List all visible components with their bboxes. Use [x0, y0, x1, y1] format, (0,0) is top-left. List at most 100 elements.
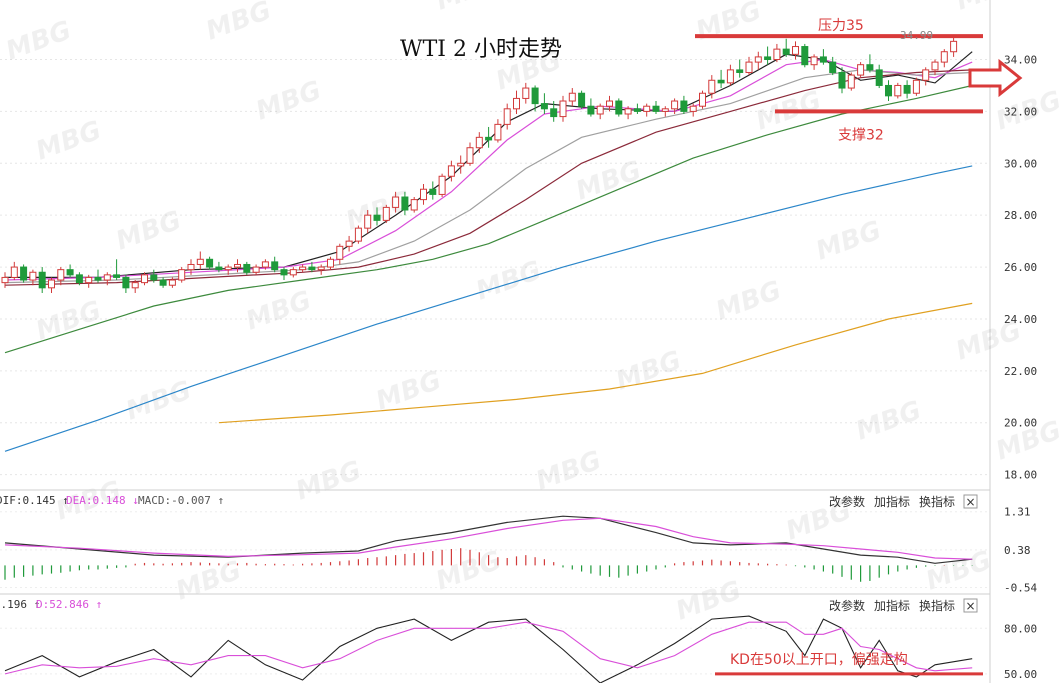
candle-body — [708, 79, 716, 94]
candle-body — [736, 69, 744, 73]
candle-body — [327, 258, 334, 268]
candle-body — [317, 266, 325, 271]
candle-body — [252, 266, 260, 273]
candle-body — [131, 282, 139, 289]
candle-body — [633, 108, 641, 112]
kd-panel-close-icon: × — [965, 599, 975, 613]
candle-body — [745, 61, 753, 73]
price-tick-label: 22.00 — [1004, 365, 1037, 378]
candle-body — [513, 97, 520, 110]
candle-body — [336, 245, 344, 260]
candle-body — [531, 87, 539, 105]
candle-body — [522, 87, 530, 99]
moving-average-line — [4, 165, 973, 452]
candle-body — [782, 48, 790, 55]
candle-body — [829, 61, 837, 73]
candle-body — [438, 175, 446, 195]
candle-body — [596, 105, 604, 115]
candle-body — [66, 269, 74, 276]
candle-body — [10, 266, 18, 278]
kd-panel-close-button[interactable] — [963, 598, 978, 613]
candle-body — [792, 46, 799, 55]
candle-body — [894, 84, 902, 97]
candle-body — [382, 206, 390, 221]
candle-body — [261, 261, 269, 268]
candle-body — [671, 100, 679, 110]
kd-panel-button-1[interactable]: 加指标 — [874, 598, 910, 613]
kd-tick-label: 50.00 — [1004, 668, 1037, 681]
macd-panel-button-2[interactable]: 换指标 — [919, 494, 955, 509]
candle-body — [206, 258, 214, 268]
candle-body — [764, 56, 772, 61]
candle-body — [717, 79, 725, 84]
candle-body — [466, 147, 474, 164]
candle-body — [847, 74, 855, 89]
candle-body — [801, 46, 809, 66]
candle-body — [885, 84, 892, 97]
candle-body — [838, 71, 846, 89]
candle-body — [168, 279, 176, 286]
candle-body — [280, 269, 288, 276]
candle-body — [1, 276, 9, 284]
candle-body — [754, 56, 762, 63]
kd-panel-button-0[interactable]: 改参数 — [829, 598, 865, 613]
macd-panel-close-button[interactable] — [963, 494, 978, 509]
kd-panel-button-2[interactable]: 换指标 — [919, 598, 955, 613]
candle-body — [289, 269, 297, 276]
price-tick-label: 30.00 — [1004, 157, 1037, 170]
support-label: 支撑32 — [838, 127, 884, 143]
candle-body — [615, 100, 623, 115]
candle-body — [643, 105, 651, 112]
candle-body — [48, 279, 55, 289]
candle-body — [20, 266, 28, 281]
candle-body — [299, 266, 307, 271]
macd-panel-button-0[interactable]: 改参数 — [829, 494, 865, 509]
macd-panel-button-1[interactable]: 加指标 — [874, 494, 910, 509]
candle-body — [308, 266, 316, 271]
right-arrow-icon — [968, 58, 1023, 98]
candle-body — [243, 263, 251, 273]
kd-k-line — [4, 615, 973, 683]
candle-body — [29, 271, 37, 281]
candle-body — [875, 69, 883, 86]
candle-body — [178, 269, 186, 281]
candle-body — [420, 188, 427, 201]
candle-body — [196, 258, 204, 265]
candle-body — [819, 56, 827, 63]
candle-body — [141, 274, 148, 284]
candle-body — [354, 227, 362, 242]
candle-body — [159, 279, 167, 286]
candle-body — [447, 165, 455, 177]
candle-body — [494, 123, 502, 141]
candle-body — [103, 274, 111, 281]
candle-body — [85, 276, 93, 284]
macd-value-label: MACD:-0.007 ↑ — [138, 494, 224, 507]
candle-body — [57, 269, 65, 281]
moving-average-line — [218, 302, 973, 424]
macd-tick-label: 0.38 — [1004, 544, 1031, 557]
candle-body — [810, 56, 818, 66]
macd-tick-label: -0.54 — [1004, 581, 1037, 594]
candle-body — [503, 108, 511, 125]
last-price-label: 34.99 — [900, 29, 933, 42]
candle-body — [150, 274, 158, 281]
moving-average-line — [4, 84, 973, 354]
macd-panel-close-icon: × — [965, 495, 975, 509]
macd-dea-line — [4, 517, 973, 560]
candle-body — [652, 105, 660, 112]
candle-body — [689, 105, 697, 112]
candle-body — [224, 266, 232, 271]
candle-body — [661, 108, 669, 112]
candle-body — [866, 64, 874, 71]
price-tick-label: 32.00 — [1004, 105, 1037, 118]
candle-body — [606, 100, 613, 107]
macd-dif-label: DIF:0.145 ↑ — [0, 494, 69, 507]
candle-body — [540, 103, 548, 110]
price-tick-label: 34.00 — [1004, 54, 1037, 67]
candle-body — [485, 136, 493, 141]
candle-body — [122, 276, 130, 289]
candle-body — [75, 274, 83, 284]
chart-title: WTI 2 小时走势 — [400, 37, 562, 62]
